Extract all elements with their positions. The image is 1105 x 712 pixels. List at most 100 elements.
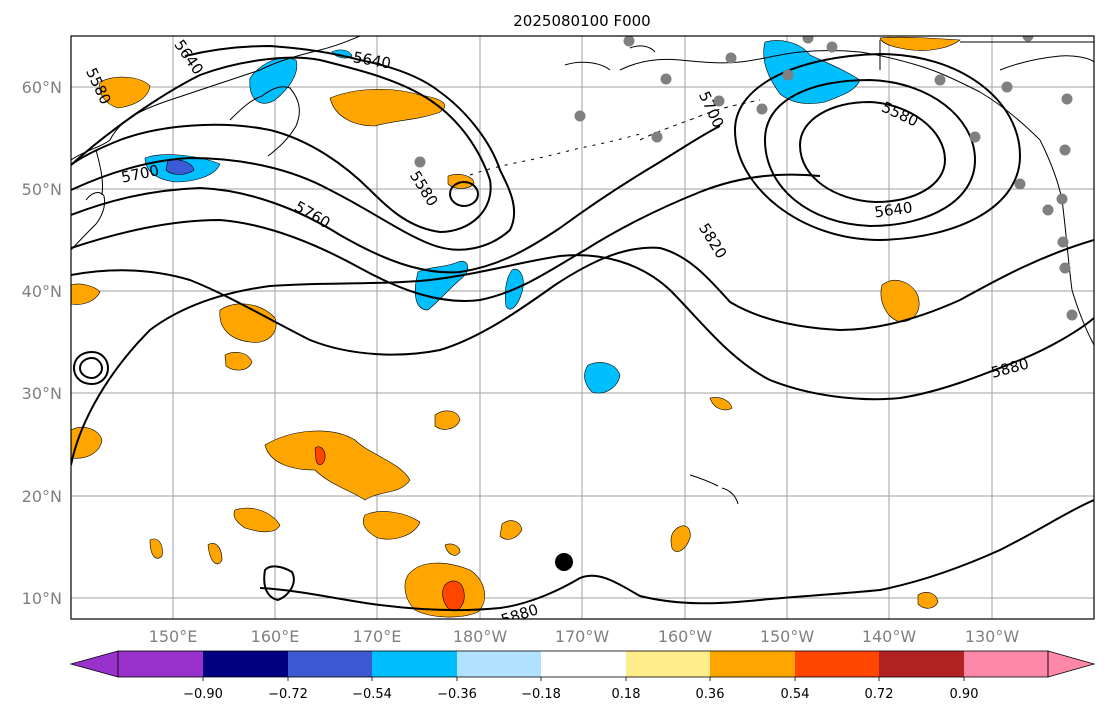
lon-label: 150°W [760,627,815,646]
shaded-fields [71,36,961,618]
colorbar-segment [964,651,1048,677]
coastline-aleutian-chain [469,133,641,176]
station-dot-highlight [555,553,573,571]
colorbar-tick-label: −0.54 [352,687,392,702]
colorbar-tick-label: −0.36 [437,687,477,702]
shaded-area-positive [207,542,223,565]
colorbar-ticks [202,677,965,681]
shaded-area-positive [362,511,421,540]
shaded-area-positive [434,410,461,430]
colorbar-tick-label: 0.54 [781,687,810,702]
shaded-area-positive [224,352,253,371]
lon-label: 170°E [353,627,402,646]
coastline-hawaii [689,474,739,505]
colorbar-tick-label: −0.72 [268,687,308,702]
shaded-area-positive [219,303,277,343]
coastline-kamchatka [229,86,300,157]
lon-label: 180°W [453,627,508,646]
coastline-islands [564,40,1094,71]
colorbar-segment [372,651,457,677]
coastline-sakhalin [95,149,103,196]
station-dot [1001,81,1013,93]
lon-label: 160°E [251,627,300,646]
contour-5760-west [71,173,821,302]
lon-labels: 150°E 160°E 170°E 180°W 170°W 160°W 150°… [149,627,1020,646]
station-dot [782,69,794,81]
station-dot [1059,262,1071,274]
colorbar-segment [795,651,879,677]
station-dot [826,41,838,53]
station-dot [1059,144,1071,156]
contour-5820-middle [71,239,1094,356]
lon-label: 140°W [862,627,917,646]
colorbar-segment [203,651,288,677]
lat-labels: 60°N 50°N 40°N 30°N 20°N 10°N [22,78,62,608]
contour-5880-middle [71,254,1094,466]
station-dot [660,73,672,85]
colorbar-segment [879,651,964,677]
contour-closed-high-westedge-inner [78,356,104,380]
contour-5880-south [259,499,1094,612]
shaded-area-positive [99,76,151,109]
shaded-area-positive [499,520,523,540]
station-dot [651,131,663,143]
station-dot [574,110,586,122]
coastlines [71,36,1094,505]
shaded-area-positive [444,543,461,556]
colorbar-segment [288,651,372,677]
colorbar-segment [710,651,795,677]
map-frame [70,35,1095,620]
colorbar-segment [457,651,541,677]
coastline-north-america [999,55,1094,71]
contour-closed-high-westedge [72,350,110,386]
contour-5640-west [71,44,516,251]
height-contours [71,44,1094,612]
station-dot [802,36,814,44]
station-dot [1022,36,1034,42]
lat-label: 30°N [22,384,62,403]
lat-label: 20°N [22,487,62,506]
contour-label: 5640 [873,198,913,221]
station-dot [756,103,768,115]
colorbar-frame [117,650,1049,678]
station-dot [969,131,981,143]
shaded-area-positive [709,397,733,411]
coastline-japan [71,192,105,251]
lat-label: 60°N [22,78,62,97]
station-dot [713,95,725,107]
contour-low-pacnw-1 [798,100,947,204]
colorbar-tick-label: 0.72 [865,687,894,702]
colorbar-segment [118,651,203,677]
shaded-area-negative [584,362,621,394]
contour-closed-low-west [448,180,480,208]
shaded-area-negative [763,40,861,104]
colorbar-segment [626,651,710,677]
station-dot [1057,236,1069,248]
lon-label: 160°W [658,627,713,646]
station-dot [1014,178,1026,190]
contour-5700-west [71,125,721,274]
colorbar-arrow-left [69,650,119,678]
shaded-area-strong [442,580,465,612]
shaded-area-positive [149,538,163,559]
colorbar: −0.90 −0.72 −0.54 −0.36 −0.18 0.18 0.36 … [69,650,1096,702]
lon-label: 130°W [965,627,1020,646]
shaded-area-positive [917,592,939,609]
contour-low-pacnw-2 [763,78,977,228]
coastline-alaska [619,50,1041,141]
contour-low-pacnw-3 [733,52,1022,242]
coastline-asia [71,36,361,161]
station-dot [725,52,737,64]
shaded-area-positive [879,36,961,51]
colorbar-arrow-right [1047,650,1096,678]
shaded-area-positive [670,525,691,552]
colorbar-tick-label: −0.18 [521,687,561,702]
lon-label: 150°E [149,627,198,646]
colorbar-tick-label: −0.90 [183,687,223,702]
shaded-area-positive [880,280,920,323]
station-dot [623,36,635,47]
lat-label: 40°N [22,282,62,301]
shaded-area-positive [264,430,411,501]
shaded-area-positive [71,283,101,305]
